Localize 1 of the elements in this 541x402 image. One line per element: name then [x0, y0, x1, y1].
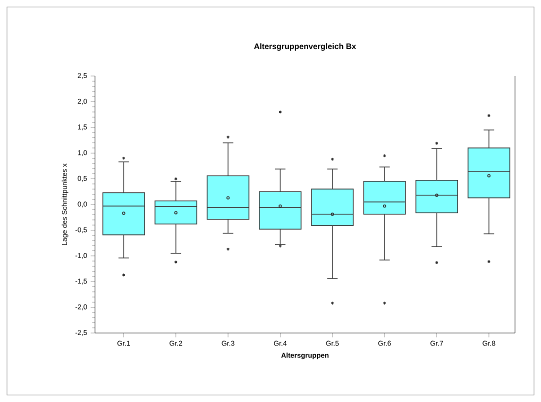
chart-title: Altersgruppenvergleich Bx [254, 43, 356, 51]
